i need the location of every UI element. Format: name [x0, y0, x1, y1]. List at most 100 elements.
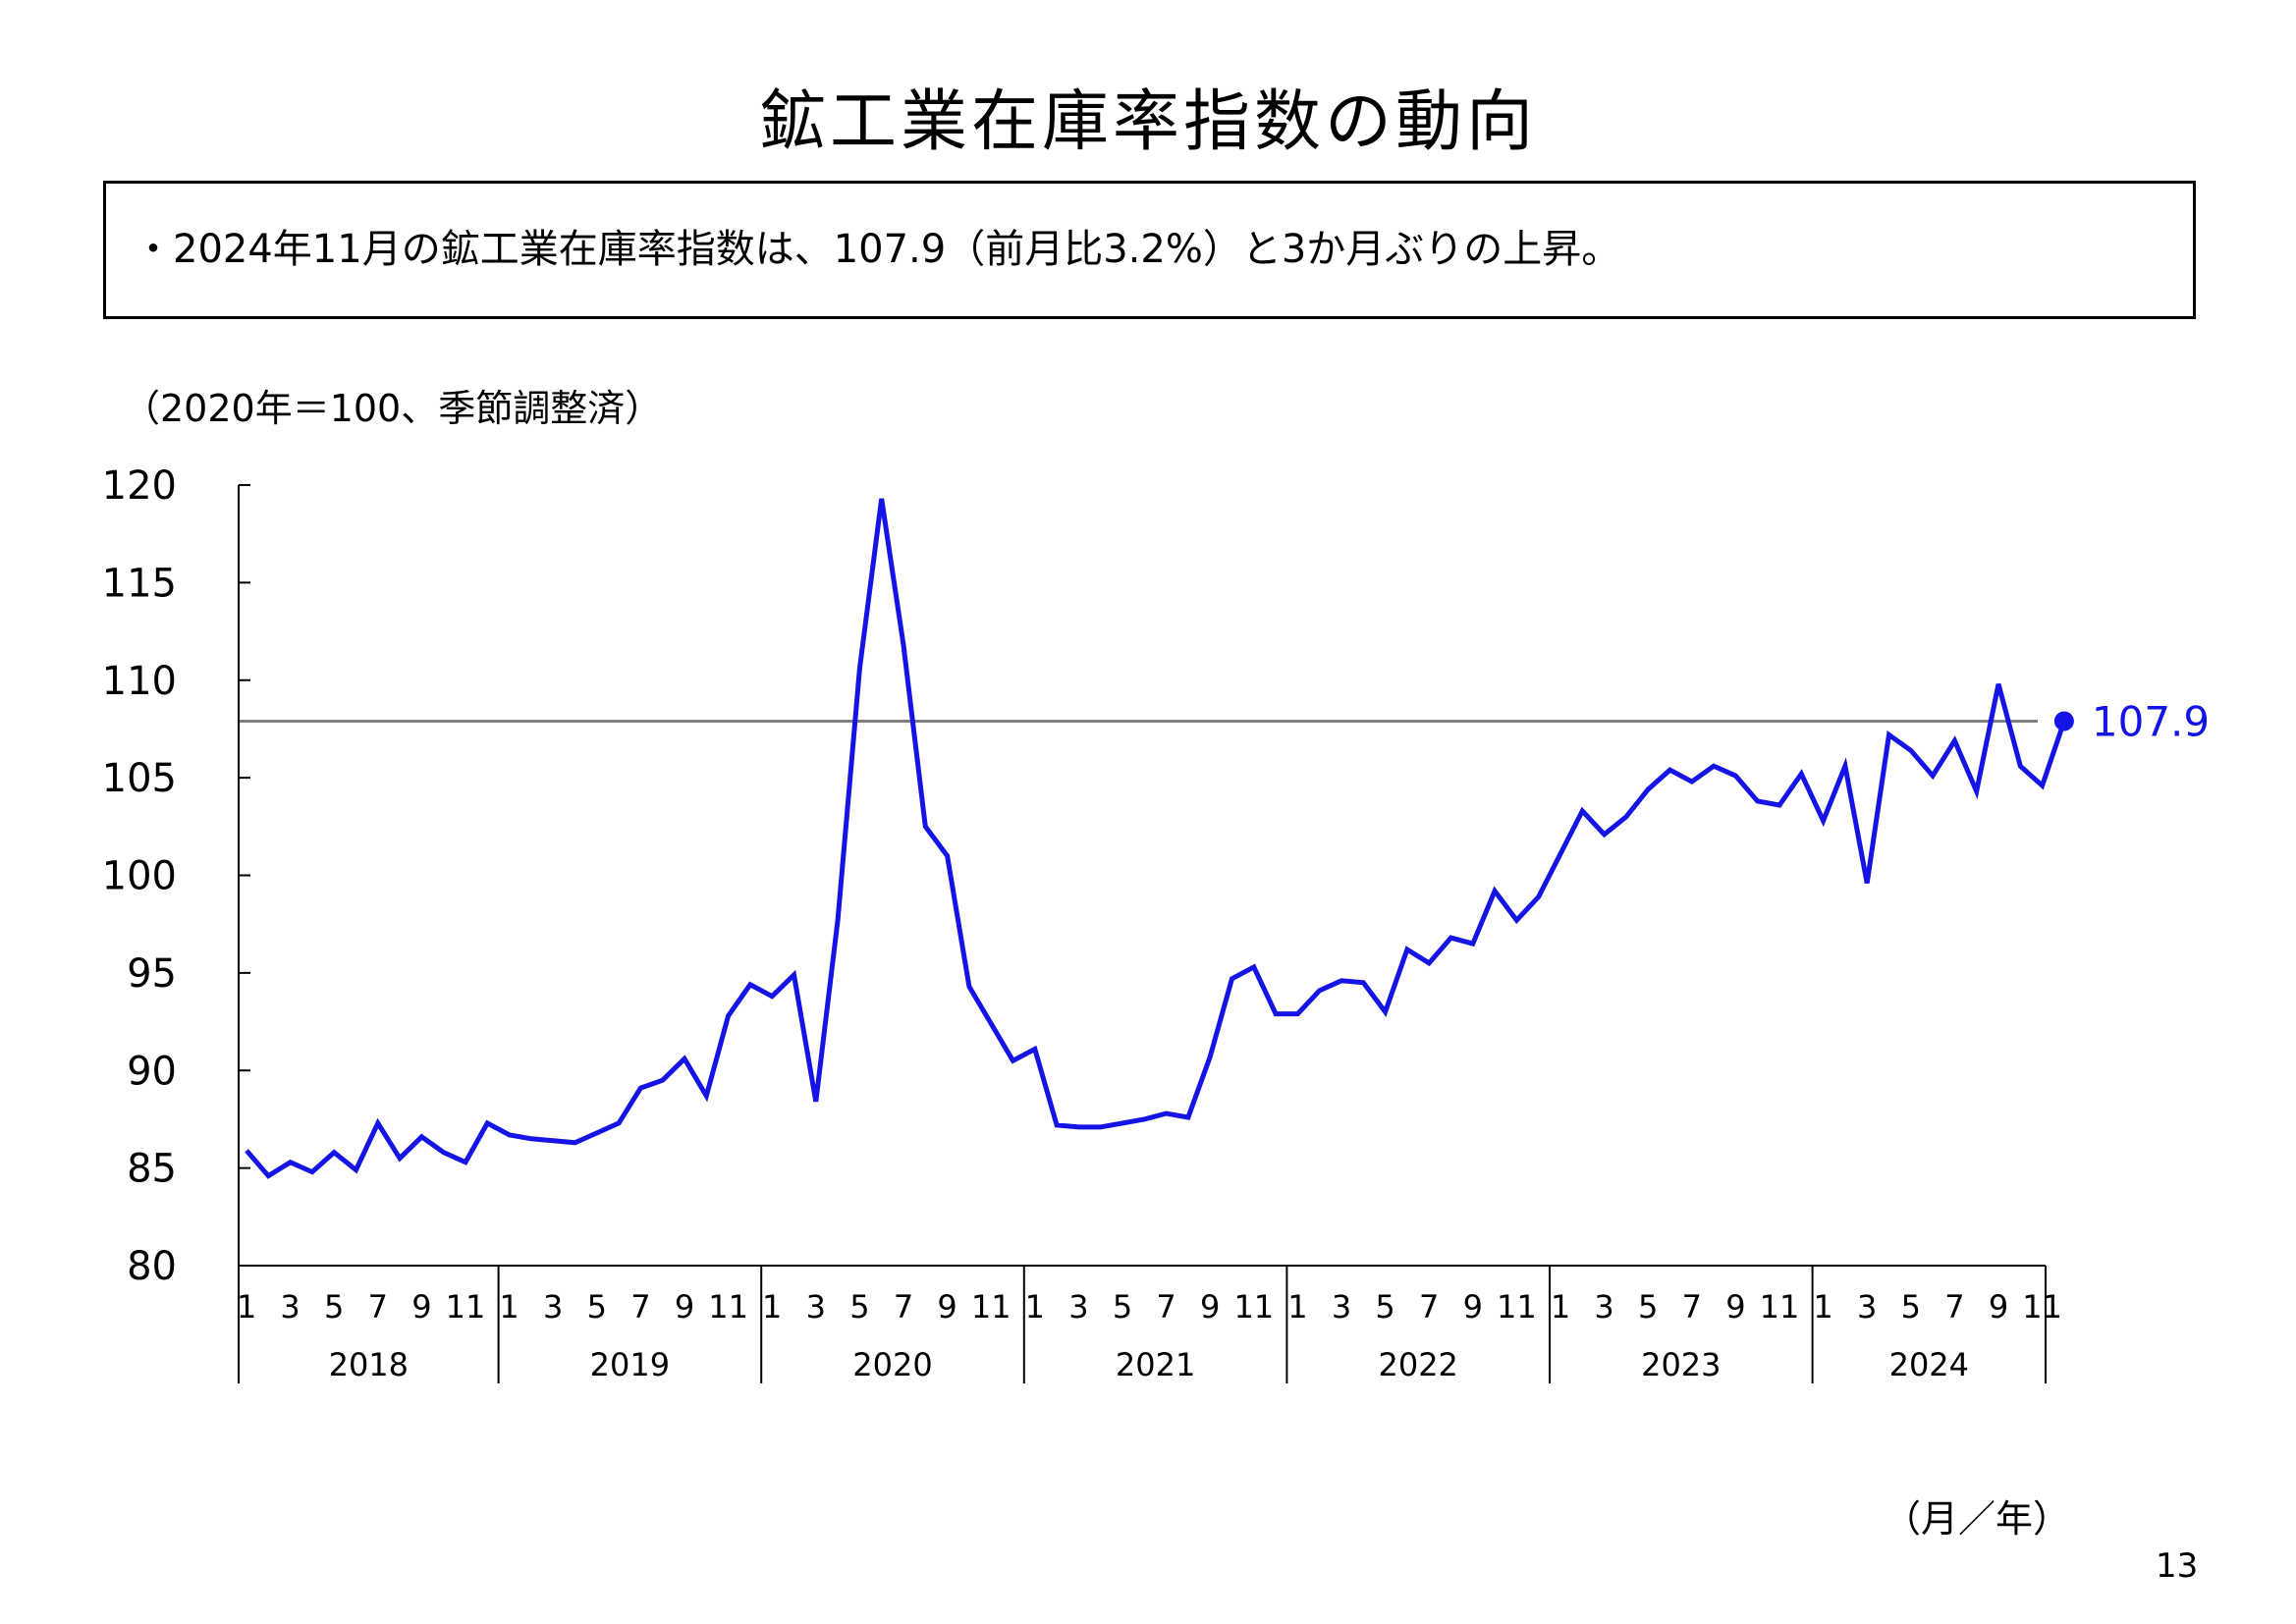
- data-point: [1078, 1126, 1079, 1127]
- data-point: [1341, 980, 1342, 981]
- month-tick-label: 9: [1463, 1288, 1483, 1326]
- data-point: [334, 1152, 335, 1153]
- data-point: [509, 1134, 510, 1135]
- data-point: [1714, 766, 1715, 767]
- data-point: [1385, 1011, 1386, 1012]
- y-tick-label: 110: [102, 659, 177, 704]
- data-point: [530, 1138, 531, 1139]
- y-tick-label: 95: [127, 951, 177, 997]
- month-tick-label: 11: [971, 1288, 1011, 1326]
- data-point: [1735, 776, 1736, 777]
- year-label: 2019: [590, 1346, 670, 1383]
- month-tick-label: 5: [849, 1288, 869, 1326]
- y-tick-label: 90: [127, 1049, 177, 1094]
- month-tick-label: 11: [708, 1288, 748, 1326]
- data-point: [1187, 1116, 1188, 1117]
- month-tick-label: 5: [1375, 1288, 1394, 1326]
- data-point: [443, 1152, 444, 1153]
- data-point: [246, 1150, 247, 1151]
- data-point: [1976, 791, 1977, 792]
- month-tick-label: 3: [1857, 1288, 1877, 1326]
- y-tick-label: 80: [127, 1244, 177, 1289]
- data-point: [1801, 774, 1802, 775]
- data-point: [1823, 820, 1824, 821]
- data-point: [1210, 1056, 1211, 1057]
- month-tick-label: 5: [324, 1288, 344, 1326]
- data-point: [968, 986, 969, 987]
- data-point: [1867, 883, 1868, 884]
- month-tick-label: 1: [499, 1288, 519, 1326]
- data-point: [1757, 800, 1758, 801]
- data-point: [596, 1132, 597, 1133]
- month-tick-label: 7: [1682, 1288, 1702, 1326]
- month-tick-label: 3: [1068, 1288, 1088, 1326]
- data-point: [1034, 1049, 1035, 1050]
- data-point: [1100, 1126, 1101, 1127]
- labels-layer: 107.9: [2092, 697, 2210, 745]
- data-point: [1538, 896, 1539, 897]
- data-point: [1406, 949, 1407, 950]
- y-tick-label: 105: [102, 756, 177, 801]
- data-point: [1450, 938, 1451, 939]
- month-tick-label: 11: [1760, 1288, 1800, 1326]
- month-tick-label: 11: [446, 1288, 486, 1326]
- data-point: [684, 1058, 685, 1059]
- data-point: [1691, 782, 1692, 783]
- data-point: [268, 1175, 269, 1176]
- month-tick-label: 11: [2022, 1288, 2062, 1326]
- data-point: [2042, 785, 2043, 786]
- data-point: [1012, 1060, 1013, 1061]
- axis-unit-label: （月／年）: [1884, 1497, 2071, 1541]
- data-point: [1319, 990, 1320, 991]
- data-point: [903, 644, 904, 645]
- month-tick-label: 3: [1332, 1288, 1351, 1326]
- data-point: [311, 1171, 312, 1172]
- month-tick-label: 1: [762, 1288, 782, 1326]
- page-title: 鉱工業在庫率指数の動向: [758, 83, 1537, 161]
- series-line: [245, 498, 2067, 1179]
- month-tick-label: 7: [368, 1288, 388, 1326]
- month-tick-label: 1: [1025, 1288, 1045, 1326]
- y-tick-label: 100: [102, 854, 177, 899]
- unit-note: （2020年＝100、季節調整済）: [123, 387, 663, 430]
- data-point: [1910, 750, 1911, 751]
- month-tick-label: 5: [1901, 1288, 1921, 1326]
- y-tick-label: 120: [102, 463, 177, 509]
- year-label: 2023: [1641, 1346, 1721, 1383]
- month-tick-label: 7: [1156, 1288, 1175, 1326]
- data-point: [749, 984, 750, 985]
- data-point: [1625, 816, 1626, 817]
- data-point: [1560, 853, 1561, 854]
- month-tick-label: 1: [1813, 1288, 1832, 1326]
- year-label: 2018: [329, 1346, 409, 1383]
- data-point: [1933, 776, 1934, 777]
- month-tick-label: 1: [1551, 1288, 1570, 1326]
- data-point: [1495, 891, 1496, 892]
- month-tick-label: 7: [1419, 1288, 1439, 1326]
- data-point: [1472, 944, 1473, 945]
- data-point: [1276, 1013, 1277, 1014]
- data-point: [1166, 1112, 1167, 1113]
- data-point: [1363, 982, 1364, 983]
- data-point: [728, 1015, 729, 1016]
- year-label: 2020: [852, 1346, 932, 1383]
- month-tick-label: 7: [894, 1288, 913, 1326]
- series-layer: [245, 498, 2074, 1179]
- month-tick-label: 3: [1594, 1288, 1613, 1326]
- data-point: [1231, 978, 1232, 979]
- data-point: [1998, 683, 1999, 684]
- year-label: 2022: [1378, 1346, 1457, 1383]
- data-point: [1057, 1124, 1058, 1125]
- summary-text: ・2024年11月の鉱工業在庫率指数は、107.9（前月比3.2%）と3か月ぶり…: [134, 227, 1621, 272]
- month-tick-label: 3: [806, 1288, 826, 1326]
- data-point: [772, 996, 773, 997]
- data-point: [991, 1023, 992, 1024]
- data-point: [421, 1136, 422, 1137]
- data-point: [1669, 770, 1670, 771]
- month-tick-label: 7: [630, 1288, 650, 1326]
- month-tick-label: 9: [675, 1288, 694, 1326]
- data-point: [1648, 789, 1649, 790]
- data-point: [1253, 966, 1254, 967]
- data-point: [838, 920, 839, 921]
